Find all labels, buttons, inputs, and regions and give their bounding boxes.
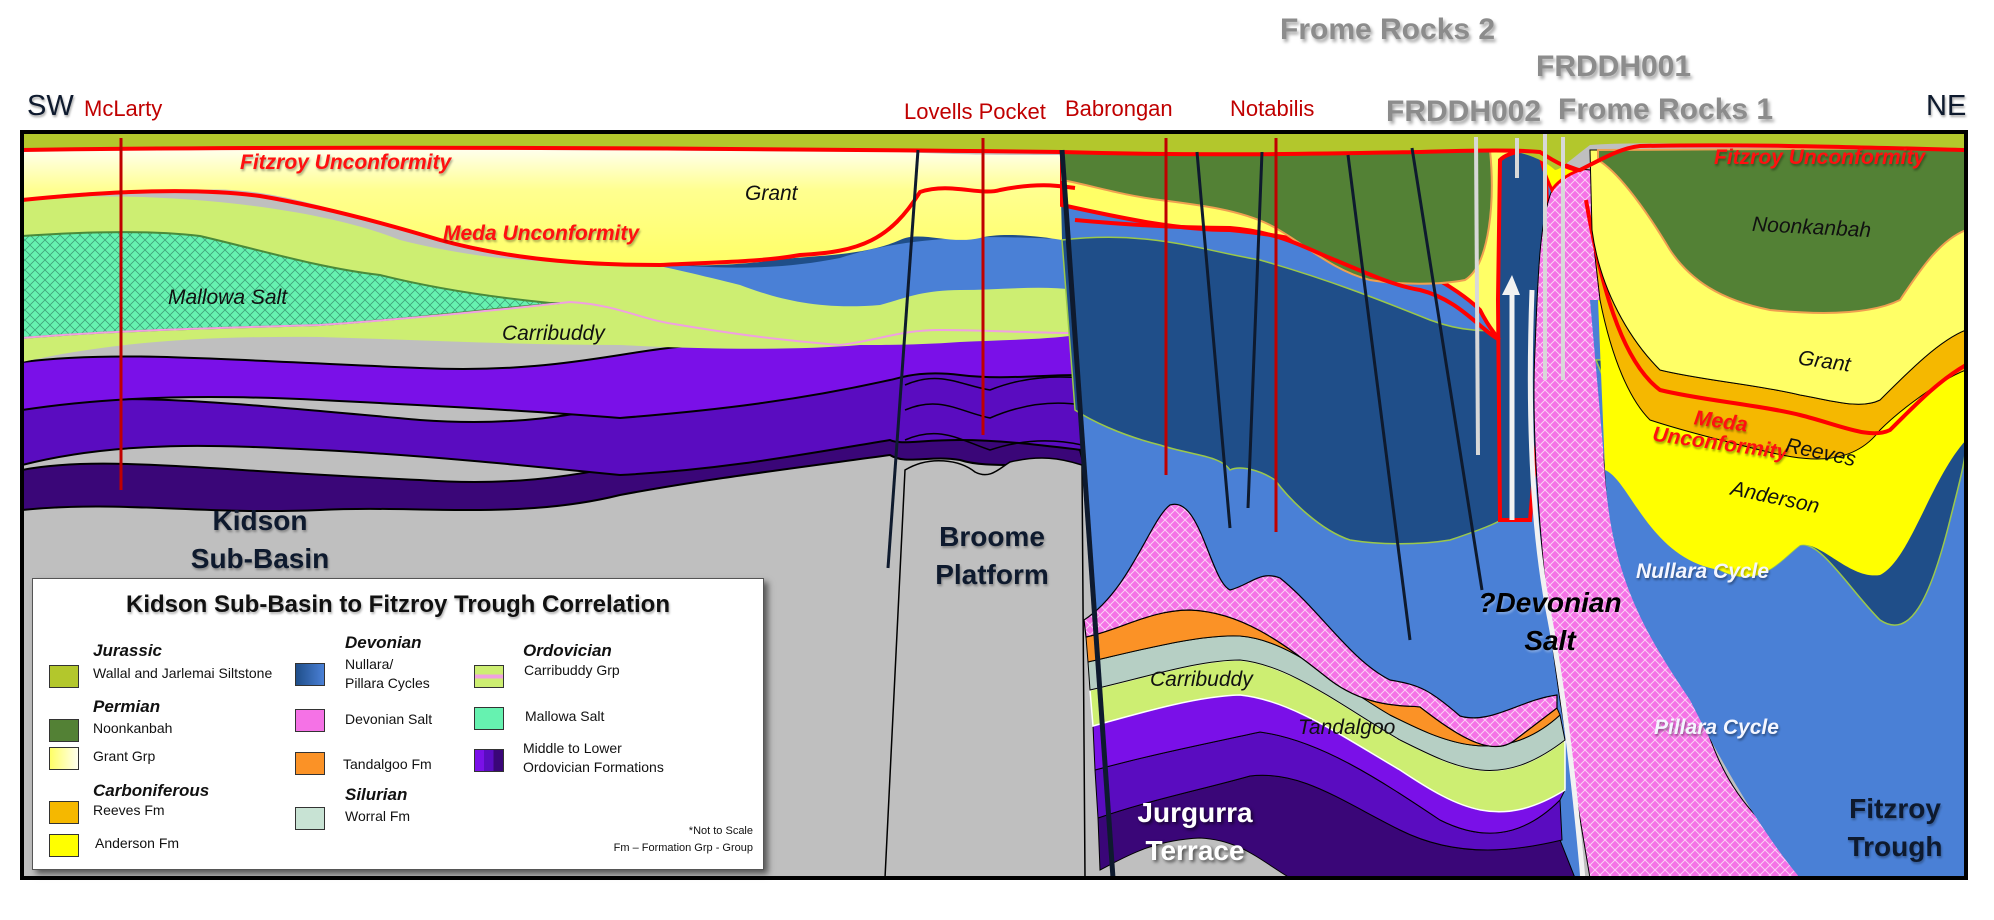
legend-period-devonian: Devonian xyxy=(345,633,422,652)
fault-1 xyxy=(1195,151,1232,529)
label-pillara-cycle: Pillara Cycle xyxy=(1654,716,1779,739)
region-broome-platform: Broome Platform xyxy=(892,518,1092,594)
direction-ne: NE xyxy=(1926,90,1967,122)
arrow-up-icon xyxy=(1502,275,1520,295)
legend-swatch-grant xyxy=(49,747,79,770)
label-tandalgoo: Tandalgoo xyxy=(1298,716,1396,739)
label-carribuddy-central: Carribuddy xyxy=(1150,668,1253,691)
meda-unconformity-east xyxy=(1584,199,1966,436)
legend-item-reeves: Reeves Fm xyxy=(93,802,165,818)
fault-4 xyxy=(1410,147,1484,591)
well-label-frddh001: FRDDH001 xyxy=(1536,50,1692,83)
legend-period-jurassic: Jurassic xyxy=(93,641,162,660)
legend-swatch-nullara-pillara xyxy=(295,663,325,686)
legend-swatch-devonian-salt xyxy=(295,709,325,732)
label-fitzroy-unconformity-west: Fitzroy Unconformity xyxy=(240,151,452,174)
broome-basement xyxy=(884,457,1086,878)
label-devonian-salt: ?Devonian Salt xyxy=(1460,584,1640,660)
legend-swatch-reeves xyxy=(49,801,79,824)
devonian-salt-central xyxy=(1083,503,1558,747)
fault-main xyxy=(1059,149,1116,878)
fault-3 xyxy=(1346,154,1412,641)
legend-swatch-carribuddy xyxy=(474,665,504,688)
well-label-notabilis: Notabilis xyxy=(1230,96,1315,121)
note-not-to-scale: *Not to Scale xyxy=(688,825,753,837)
legend-item-grant: Grant Grp xyxy=(93,748,156,764)
legend-swatch-ordovician xyxy=(474,749,504,772)
region-broome-line2: Platform xyxy=(935,559,1049,590)
legend-swatch-jurassic xyxy=(49,665,79,688)
meda-unconformity-west xyxy=(22,183,1076,268)
legend-period-ordovician: Ordovician xyxy=(523,641,612,660)
region-kidson-line2: Sub-Basin xyxy=(190,543,330,574)
ordovician-mid-west xyxy=(22,368,1084,477)
label-devonian-salt-line1: ?Devonian xyxy=(1478,587,1622,618)
fault-broome-west xyxy=(886,149,920,569)
label-fitzroy-unconformity-east: Fitzroy Unconformity xyxy=(1714,146,1926,169)
region-kidson-line1: Kidson xyxy=(212,505,308,536)
label-mallowa-salt: Mallowa Salt xyxy=(168,286,288,309)
section-frame xyxy=(20,130,1968,880)
legend-swatch-anderson xyxy=(49,834,79,857)
well-label-frome-rocks-1: Frome Rocks 1 xyxy=(1558,93,1774,126)
legend: Kidson Sub-Basin to Fitzroy Trough Corre… xyxy=(32,578,764,870)
region-jurgurra-line2: Terrace xyxy=(1145,835,1245,866)
direction-sw: SW xyxy=(27,90,74,122)
well-frome-rocks-2 xyxy=(1474,136,1480,456)
legend-item-ordovician-1: Middle to Lower xyxy=(523,740,622,756)
legend-item-nullara-2: Pillara Cycles xyxy=(345,675,430,691)
legend-swatch-noonkanbah xyxy=(49,719,79,742)
salt-boundary-line xyxy=(1527,289,1586,878)
well-label-mclarty: McLarty xyxy=(84,96,163,121)
legend-item-mallowa: Mallowa Salt xyxy=(525,708,605,724)
label-grant-west: Grant xyxy=(745,182,798,205)
legend-item-devonian-salt: Devonian Salt xyxy=(345,711,433,727)
note-abbreviations: Fm – Formation Grp - Group xyxy=(613,842,753,854)
ordovician-upper-west xyxy=(22,334,1082,420)
legend-swatch-mallowa xyxy=(474,707,504,730)
fitzroy-unconformity xyxy=(22,143,1966,173)
well-label-babrongan: Babrongan xyxy=(1065,96,1173,121)
legend-title: Kidson Sub-Basin to Fitzroy Trough Corre… xyxy=(126,591,670,618)
well-label-lovells-pocket: Lovells Pocket xyxy=(904,99,1046,124)
legend-item-wallal: Wallal and Jarlemai Siltstone xyxy=(93,665,273,681)
region-jurgurra-line1: Jurgurra xyxy=(1137,797,1253,828)
legend-period-carboniferous: Carboniferous xyxy=(93,781,210,800)
well-label-frome-rocks-2: Frome Rocks 2 xyxy=(1280,13,1496,46)
region-fitzroy-trough: Fitzroy Trough xyxy=(1795,790,1994,866)
label-devonian-salt-line2: Salt xyxy=(1524,625,1576,656)
nullara-central xyxy=(1061,236,1541,545)
label-meda-unconformity-west: Meda Unconformity xyxy=(443,222,640,245)
legend-period-permian: Permian xyxy=(93,697,161,716)
region-fitzroy-line2: Trough xyxy=(1847,831,1943,862)
grant-west xyxy=(22,149,1062,266)
noonkanbah-east xyxy=(1597,146,1966,314)
legend-swatch-worral xyxy=(295,807,325,830)
legend-item-worral: Worral Fm xyxy=(345,808,411,824)
legend-item-anderson: Anderson Fm xyxy=(95,835,180,851)
legend-swatch-tandalgoo xyxy=(295,752,325,775)
region-broome-line1: Broome xyxy=(939,521,1045,552)
label-carribuddy-west: Carribuddy xyxy=(502,322,605,345)
legend-period-silurian: Silurian xyxy=(345,785,408,804)
label-nullara-cycle: Nullara Cycle xyxy=(1636,560,1770,583)
legend-item-carribuddy: Carribuddy Grp xyxy=(524,662,620,678)
region-kidson-sub-basin: Kidson Sub-Basin xyxy=(160,502,360,578)
fault-2 xyxy=(1246,151,1264,509)
legend-item-ordovician-2: Ordovician Formations xyxy=(523,759,664,775)
legend-item-tandalgoo: Tandalgoo Fm xyxy=(343,756,432,772)
well-label-frddh002: FRDDH002 xyxy=(1386,95,1542,128)
legend-item-noonkanbah: Noonkanbah xyxy=(93,720,173,736)
region-jurgurra-terrace: Jurgurra Terrace xyxy=(1095,794,1295,870)
legend-item-nullara-1: Nullara/ xyxy=(345,656,394,672)
region-fitzroy-line1: Fitzroy xyxy=(1849,793,1941,824)
